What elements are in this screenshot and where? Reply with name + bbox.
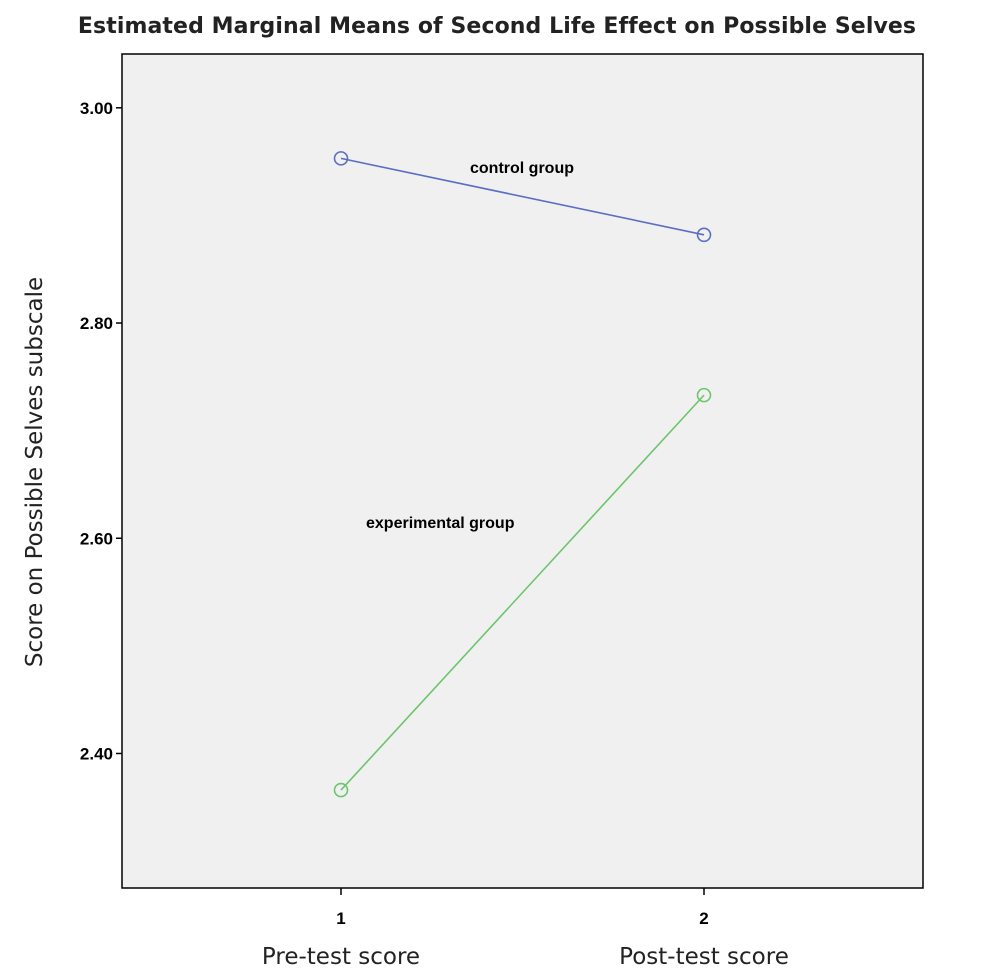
x-tick-label: 2 <box>699 909 708 928</box>
series-lines <box>340 157 705 791</box>
series-line-1 <box>340 394 705 791</box>
data-point-0-1 <box>696 227 712 243</box>
x-category-label: Pre-test score <box>262 944 420 970</box>
chart-title: Estimated Marginal Means of Second Life … <box>77 14 917 39</box>
x-category-label: Post-test score <box>619 944 789 970</box>
series-label-control: control group <box>470 160 574 177</box>
y-tick-label: 2.40 <box>80 744 113 763</box>
data-point-0-0 <box>333 151 349 166</box>
plot-area <box>121 53 924 889</box>
series-label-experimental: experimental group <box>366 515 515 532</box>
x-tick-label: 1 <box>336 909 345 928</box>
x-axis: 1 Pre-test score 2 Post-test score <box>262 888 789 970</box>
y-tick-label: 2.80 <box>80 314 113 333</box>
series-labels: control group experimental group <box>366 160 574 532</box>
y-tick-label: 3.00 <box>80 99 113 118</box>
data-point-1-1 <box>696 387 712 403</box>
y-axis-title: Score on Possible Selves subscale <box>22 277 48 667</box>
y-axis: 2.40 2.60 2.80 3.00 <box>80 99 122 763</box>
series-line-0 <box>340 157 705 236</box>
data-point-1-0 <box>333 782 349 798</box>
y-tick-label: 2.60 <box>80 529 113 548</box>
series-points <box>333 151 712 798</box>
